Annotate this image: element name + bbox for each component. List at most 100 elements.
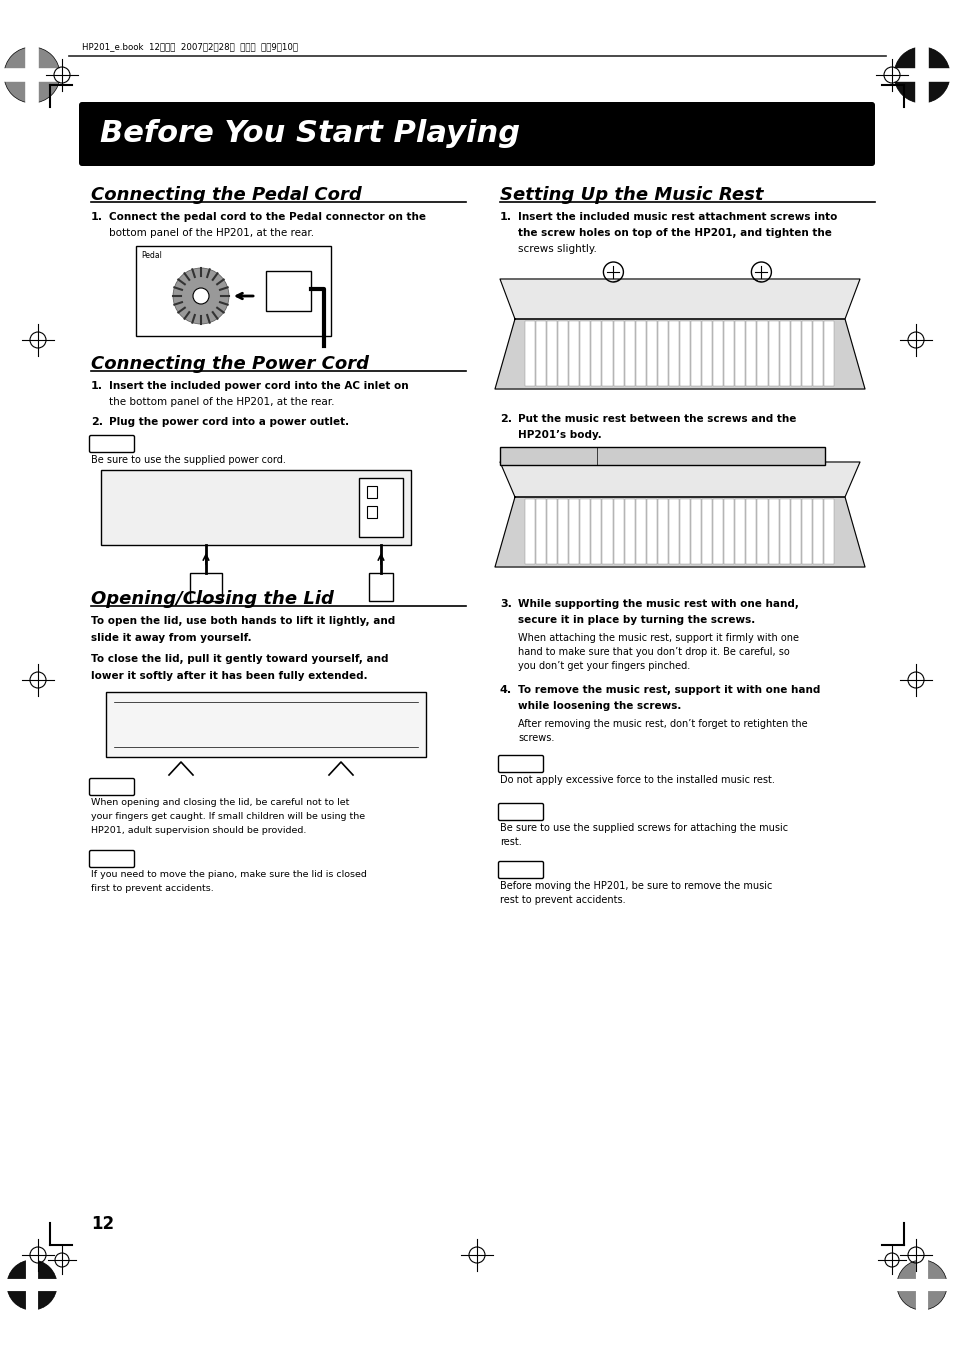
Bar xyxy=(757,322,767,386)
Text: you don’t get your fingers pinched.: you don’t get your fingers pinched. xyxy=(517,661,690,671)
Text: 2.: 2. xyxy=(499,413,512,424)
Bar xyxy=(713,322,722,386)
Bar xyxy=(723,499,734,563)
Bar xyxy=(367,486,376,499)
Polygon shape xyxy=(499,280,859,319)
Text: your fingers get caught. If small children will be using the: your fingers get caught. If small childr… xyxy=(91,812,365,821)
Text: Setting Up the Music Rest: Setting Up the Music Rest xyxy=(499,186,762,204)
Bar xyxy=(106,692,426,757)
Text: To open the lid, use both hands to lift it lightly, and: To open the lid, use both hands to lift … xyxy=(91,616,395,626)
Text: To close the lid, pull it gently toward yourself, and: To close the lid, pull it gently toward … xyxy=(91,654,388,663)
Circle shape xyxy=(893,47,949,103)
Bar xyxy=(790,322,800,386)
Bar xyxy=(635,322,645,386)
Bar xyxy=(701,499,712,563)
FancyBboxPatch shape xyxy=(79,101,874,166)
Text: the screw holes on top of the HP201, and tighten the: the screw holes on top of the HP201, and… xyxy=(517,228,831,238)
Bar xyxy=(613,322,623,386)
Bar xyxy=(579,322,590,386)
Bar xyxy=(558,322,568,386)
Circle shape xyxy=(4,47,60,103)
Text: screws slightly.: screws slightly. xyxy=(517,245,597,254)
Text: hand to make sure that you don’t drop it. Be careful, so: hand to make sure that you don’t drop it… xyxy=(517,647,789,657)
Bar xyxy=(713,499,722,563)
Text: HP201, adult supervision should be provided.: HP201, adult supervision should be provi… xyxy=(91,825,306,835)
Text: screws.: screws. xyxy=(517,734,554,743)
Bar xyxy=(779,499,789,563)
Text: When attaching the music rest, support it firmly with one: When attaching the music rest, support i… xyxy=(517,634,799,643)
Bar xyxy=(690,322,700,386)
Polygon shape xyxy=(499,462,859,497)
Bar xyxy=(547,322,557,386)
Text: Insert the included power cord into the AC inlet on: Insert the included power cord into the … xyxy=(109,381,408,390)
Bar xyxy=(779,322,789,386)
Bar xyxy=(358,478,402,536)
Text: When opening and closing the lid, be careful not to let: When opening and closing the lid, be car… xyxy=(91,798,349,807)
Bar xyxy=(701,322,712,386)
Text: bottom panel of the HP201, at the rear.: bottom panel of the HP201, at the rear. xyxy=(109,228,314,238)
Text: 1.: 1. xyxy=(91,212,103,222)
Text: Connect the pedal cord to the Pedal connector on the: Connect the pedal cord to the Pedal conn… xyxy=(109,212,426,222)
Text: first to prevent accidents.: first to prevent accidents. xyxy=(91,884,213,893)
Bar xyxy=(624,322,634,386)
Polygon shape xyxy=(495,497,864,567)
Text: rest.: rest. xyxy=(499,838,521,847)
Text: Plug the power cord into a power outlet.: Plug the power cord into a power outlet. xyxy=(109,417,349,427)
Bar xyxy=(735,499,744,563)
Bar xyxy=(812,322,822,386)
Bar xyxy=(745,322,756,386)
Bar xyxy=(190,573,222,601)
Text: slide it away from yourself.: slide it away from yourself. xyxy=(91,634,252,643)
Bar xyxy=(266,272,311,311)
Bar xyxy=(547,499,557,563)
Text: NOTE: NOTE xyxy=(99,854,125,863)
Text: 3.: 3. xyxy=(499,598,512,609)
Text: secure it in place by turning the screws.: secure it in place by turning the screws… xyxy=(517,615,755,626)
Circle shape xyxy=(916,1279,926,1290)
Text: HP201’s body.: HP201’s body. xyxy=(517,430,601,440)
Text: lower it softly after it has been fully extended.: lower it softly after it has been fully … xyxy=(91,671,367,681)
FancyBboxPatch shape xyxy=(498,804,543,820)
Text: Insert the included music rest attachment screws into: Insert the included music rest attachmen… xyxy=(517,212,837,222)
Bar xyxy=(646,322,657,386)
Text: 4.: 4. xyxy=(499,685,512,694)
Text: Be sure to use the supplied screws for attaching the music: Be sure to use the supplied screws for a… xyxy=(499,823,787,834)
Circle shape xyxy=(27,69,37,81)
Bar xyxy=(690,499,700,563)
Bar xyxy=(591,322,601,386)
Text: rest to prevent accidents.: rest to prevent accidents. xyxy=(499,894,625,905)
Text: HP201_e.book  12ページ  2007年2月28日  水曜日  午前9時10分: HP201_e.book 12ページ 2007年2月28日 水曜日 午前9時10… xyxy=(82,42,297,51)
Text: Pedal: Pedal xyxy=(141,251,162,259)
Bar xyxy=(524,499,535,563)
Text: the bottom panel of the HP201, at the rear.: the bottom panel of the HP201, at the re… xyxy=(109,397,335,407)
Bar xyxy=(801,322,811,386)
Text: While supporting the music rest with one hand,: While supporting the music rest with one… xyxy=(517,598,798,609)
Text: Opening/Closing the Lid: Opening/Closing the Lid xyxy=(91,590,334,608)
Text: 2.: 2. xyxy=(91,417,103,427)
Text: Connecting the Power Cord: Connecting the Power Cord xyxy=(91,355,369,373)
FancyBboxPatch shape xyxy=(90,778,134,796)
FancyBboxPatch shape xyxy=(90,851,134,867)
Bar xyxy=(646,499,657,563)
Text: Before moving the HP201, be sure to remove the music: Before moving the HP201, be sure to remo… xyxy=(499,881,772,892)
Text: Before You Start Playing: Before You Start Playing xyxy=(100,119,519,149)
Bar xyxy=(499,447,824,465)
Bar xyxy=(579,499,590,563)
Bar xyxy=(823,322,833,386)
Circle shape xyxy=(193,288,209,304)
Bar xyxy=(536,499,545,563)
Bar xyxy=(613,499,623,563)
Bar xyxy=(558,499,568,563)
Text: After removing the music rest, don’t forget to retighten the: After removing the music rest, don’t for… xyxy=(517,719,807,730)
Circle shape xyxy=(916,69,926,81)
Circle shape xyxy=(27,1279,37,1290)
Text: NOTE: NOTE xyxy=(508,759,533,769)
Text: Connecting the Pedal Cord: Connecting the Pedal Cord xyxy=(91,186,361,204)
Bar xyxy=(735,322,744,386)
Text: Put the music rest between the screws and the: Put the music rest between the screws an… xyxy=(517,413,796,424)
Polygon shape xyxy=(495,319,864,389)
Bar xyxy=(624,499,634,563)
Text: 1.: 1. xyxy=(499,212,512,222)
Bar xyxy=(745,499,756,563)
Bar xyxy=(679,322,689,386)
